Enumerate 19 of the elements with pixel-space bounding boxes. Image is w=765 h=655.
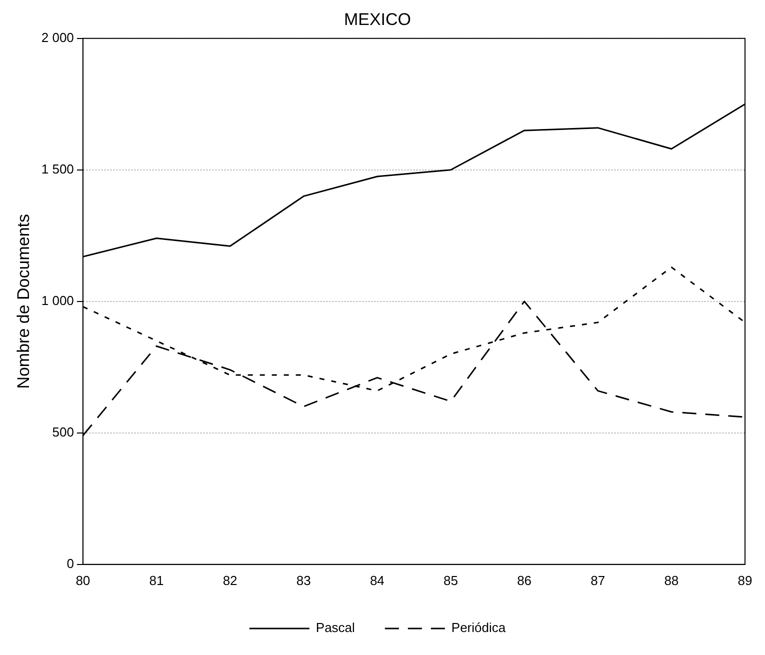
x-tick-label: 85 bbox=[444, 572, 458, 588]
x-tick-label: 83 bbox=[296, 572, 311, 588]
x-tick-label: 80 bbox=[76, 572, 90, 588]
y-tick-label: 1 000 bbox=[41, 292, 74, 308]
y-axis-title: Nombre de Documents bbox=[14, 214, 33, 389]
x-tick-label: 84 bbox=[370, 572, 384, 588]
x-tick-label: 81 bbox=[149, 572, 164, 588]
x-tick-label: 86 bbox=[517, 572, 532, 588]
legend-label: Pascal bbox=[316, 620, 356, 636]
x-tick-label: 87 bbox=[590, 572, 606, 588]
chart-title: MEXICO bbox=[344, 10, 412, 29]
legend-label: Periódica bbox=[451, 620, 506, 636]
y-tick-label: 2 000 bbox=[41, 30, 74, 45]
x-tick-label: 89 bbox=[738, 572, 752, 588]
x-tick-label: 82 bbox=[222, 572, 238, 588]
x-tick-label: 88 bbox=[664, 572, 679, 588]
y-tick-label: 0 bbox=[66, 556, 74, 571]
y-tick-label: 1 500 bbox=[41, 161, 74, 176]
y-tick-label: 500 bbox=[52, 424, 74, 440]
